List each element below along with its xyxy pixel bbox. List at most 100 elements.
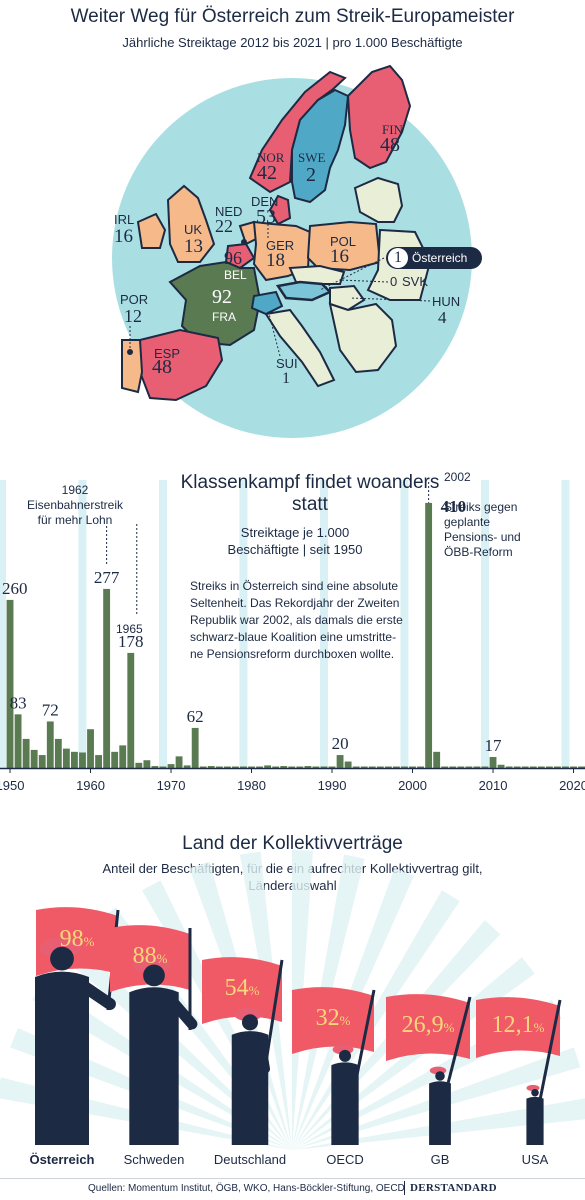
bar [95,755,102,768]
bar [175,756,183,768]
label-ned-value: 22 [215,216,233,236]
flag-number: 12,1 [491,1012,534,1038]
flag [476,997,560,1058]
label-fin-value: 48 [380,134,400,156]
bar [513,766,521,768]
label-den-value: 53 [256,206,276,228]
decade-stripe [480,480,489,768]
decade-stripe [0,480,7,768]
bar [159,766,167,768]
label-fra-value: 92 [212,286,232,308]
bar [409,766,416,768]
flag-value: 98% [36,926,118,953]
decade-stripe [400,480,409,768]
chart-note-line: ne Pensionsreform durchboxen wollte. [190,647,395,661]
figure-head [143,964,165,987]
austria-value: 1 [388,248,408,268]
label-ger-value: 18 [266,250,285,271]
flag-percent: % [339,1013,351,1028]
label-sui-code: SUI [276,356,298,371]
bar [368,766,376,768]
bar [360,766,368,768]
flag-percent: % [248,983,260,998]
bar [62,748,70,768]
figure-arm [534,1098,543,1126]
bar [545,766,553,768]
figure-head [435,1071,445,1081]
bar [304,766,312,768]
flag-value: 12,1% [476,1012,560,1039]
annotation-2002-line: geplante [444,515,491,529]
label-esp-code: ESP [154,346,181,361]
country-label: GB [430,1152,450,1167]
annotation-2002-line: ÖBB-Reform [444,545,513,559]
bar [376,766,384,768]
bar [401,766,408,768]
label-ger-code: GER [266,238,295,253]
flag-number: 98 [59,926,84,952]
bar [384,766,392,768]
bar [417,766,424,768]
flag-value: 88% [110,943,190,970]
label-irl-value: 16 [114,226,133,247]
flag-number: 88 [132,943,157,969]
bar [248,766,255,768]
figure-head [50,946,74,971]
bar [183,765,191,768]
annotation-1962-line: Eisenbahnerstreik [26,498,124,512]
flag-number: 26,9 [401,1012,444,1038]
label-fra-code: FRA [212,310,236,324]
bar [578,766,585,768]
bar [119,745,127,768]
bar [22,738,30,768]
data-label: 410 [441,497,467,516]
x-tick-label: 1990 [318,778,347,793]
bar [46,721,54,768]
bar [71,751,78,768]
label-por-code: POR [120,292,149,307]
bar [38,755,46,768]
bar [425,502,433,768]
x-tick-label: 2000 [398,778,427,793]
flag [386,994,470,1061]
bar-chart-subtitle: Streiktage je 1.000 Beschäftigte | seit … [227,525,363,557]
figure-arm [256,1034,271,1074]
figure-head [531,1088,539,1097]
data-label: 277 [94,568,120,587]
bar [457,766,465,768]
bar-chart-svg: 1950 1960 1970 1980 1990 2000 2010 2020 260 83 72 2… [0,480,585,793]
bar [79,752,86,768]
bar [489,757,497,768]
bar [537,766,545,768]
bar [127,652,135,768]
chart-note-line: Republik war 2002, als damals die erste [190,613,403,627]
data-label: 83 [10,693,27,712]
decade-stripe [239,480,248,768]
bar [256,766,263,768]
bar [521,766,529,768]
bar [135,762,143,768]
label-hun-value: 4 [438,308,447,327]
footer-rule [0,1178,585,1179]
bar [191,727,199,768]
bar [344,761,352,768]
europe-map [112,64,472,438]
bar [505,766,513,768]
data-label: 17 [485,736,503,755]
bar [320,766,328,768]
bar [143,760,151,768]
bar [449,766,457,768]
chart-note-line: Seltenheit. Das Rekordjahr der Zweiten [190,596,400,610]
annotation-1962-line: für mehr Lohn [37,513,113,527]
label-por-value: 12 [124,306,142,326]
data-label: 20 [332,734,349,753]
bar [151,766,159,768]
label-den-code: DEN [251,194,279,209]
bar [288,766,296,768]
bar [393,766,400,768]
decade-stripe [561,480,570,768]
footer-brand: DERSTANDARD [410,1182,497,1194]
label-fin-code: FIN [382,122,403,137]
flags-title: Land der Kollektivverträge [182,833,403,854]
annotation-2002-line: Streiks gegen [444,500,518,514]
